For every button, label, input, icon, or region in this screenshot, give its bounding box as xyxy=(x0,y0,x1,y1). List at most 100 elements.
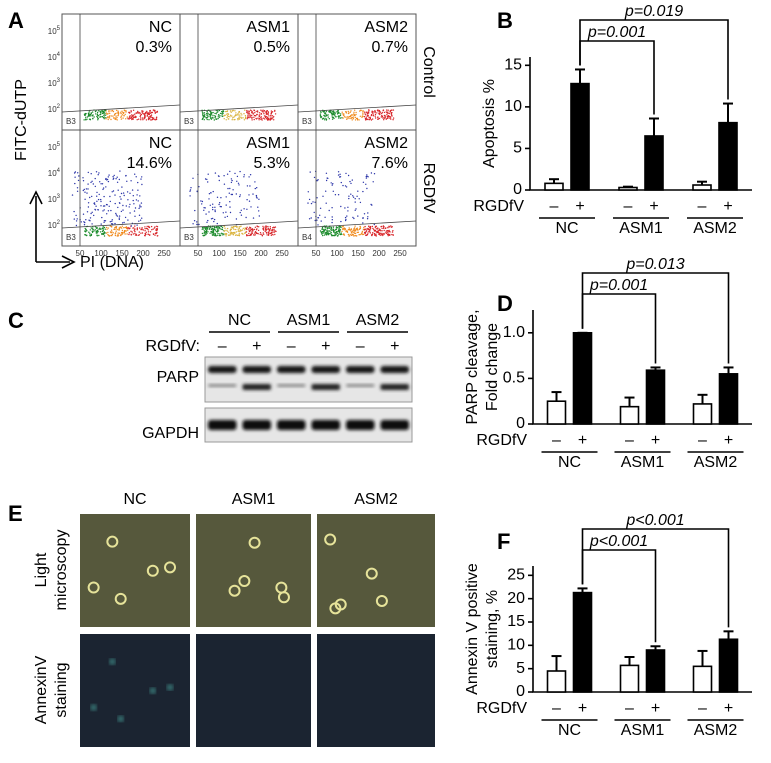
flow-dot xyxy=(218,175,220,178)
flow-dot xyxy=(337,194,340,196)
flow-dot xyxy=(193,220,196,222)
flow-dot xyxy=(235,193,237,195)
flow-dot xyxy=(103,209,105,211)
flow-dot xyxy=(319,113,322,115)
flow-dot xyxy=(333,112,335,114)
flow-dot xyxy=(214,206,216,208)
flow-dot xyxy=(381,115,384,118)
column-label: ASM2 xyxy=(354,491,398,508)
treatment-sign: + xyxy=(651,432,660,449)
flow-dot xyxy=(370,234,373,236)
flow-dot xyxy=(204,227,207,229)
band xyxy=(311,366,340,373)
flow-dot xyxy=(139,115,141,118)
flow-dot xyxy=(248,232,250,235)
flow-dot xyxy=(96,230,99,232)
flow-dot xyxy=(352,195,354,197)
flow-dot xyxy=(244,229,246,231)
flow-dot xyxy=(103,220,106,222)
panel-label: F xyxy=(497,529,510,554)
flow-dot xyxy=(269,227,272,230)
flow-dot xyxy=(371,118,374,120)
flow-dot xyxy=(130,225,133,227)
flow-dot xyxy=(341,111,343,113)
flow-dot xyxy=(317,179,319,181)
flow-dot xyxy=(82,180,85,182)
flow-dot xyxy=(373,173,376,175)
flow-dot xyxy=(363,213,366,215)
flow-dot xyxy=(123,115,125,117)
flow-dot xyxy=(378,228,381,230)
flow-dot xyxy=(265,229,267,232)
flow-dot xyxy=(144,117,146,119)
flow-dot xyxy=(338,233,340,235)
flow-dot xyxy=(231,193,234,196)
flow-dot xyxy=(354,225,356,227)
treatment-sign: + xyxy=(578,432,587,449)
flow-dot xyxy=(369,232,372,234)
flow-dot xyxy=(139,206,141,208)
blot-group-label: NC xyxy=(228,312,251,329)
flow-dot xyxy=(338,228,340,230)
flow-dot xyxy=(100,183,102,185)
flow-dot xyxy=(128,228,131,230)
flow-dot xyxy=(240,112,242,115)
flow-dot xyxy=(134,230,136,233)
flow-dot xyxy=(247,115,249,118)
flow-dot xyxy=(100,205,102,207)
flow-dot xyxy=(140,117,142,119)
bar xyxy=(644,135,664,191)
flow-dot xyxy=(332,190,334,192)
y-tick-exponent: 4 xyxy=(57,52,61,58)
flow-dot xyxy=(102,188,104,191)
flow-dot xyxy=(267,225,269,228)
flow-dot xyxy=(123,194,125,197)
y-tick-label: 20 xyxy=(507,590,525,607)
flow-dot xyxy=(231,232,233,234)
flow-dot xyxy=(236,114,238,116)
flow-dot xyxy=(201,232,204,235)
flow-dot xyxy=(331,118,334,120)
flow-dot xyxy=(264,230,266,233)
axis-arrow xyxy=(36,255,76,269)
flow-dot xyxy=(116,109,118,112)
flow-dot xyxy=(142,110,144,113)
flow-dot xyxy=(116,181,119,183)
band xyxy=(346,420,375,430)
flow-dot xyxy=(136,194,138,196)
flow-dot xyxy=(248,228,250,230)
y-tick-exponent: 3 xyxy=(57,78,61,84)
y-tick-label: 1.0 xyxy=(503,324,525,341)
flow-dot xyxy=(338,112,340,114)
x-tick-label: 100 xyxy=(94,249,108,258)
flow-dot xyxy=(382,234,384,237)
flow-dot xyxy=(257,117,259,119)
flow-dot xyxy=(246,235,248,237)
bar xyxy=(546,670,567,693)
flow-dot xyxy=(222,212,224,214)
flow-dot xyxy=(331,235,333,237)
flow-dot xyxy=(141,111,143,113)
flow-dot xyxy=(102,229,104,232)
flow-dot xyxy=(96,200,98,202)
flow-dot xyxy=(343,114,345,116)
flow-dot xyxy=(202,117,204,119)
flow-dot xyxy=(224,227,226,229)
flow-dot xyxy=(106,113,108,116)
flow-dot xyxy=(239,211,241,214)
flow-dot xyxy=(264,226,266,228)
flow-dot xyxy=(252,112,254,114)
flow-dot xyxy=(238,116,240,118)
flow-dot xyxy=(145,111,147,114)
band xyxy=(242,420,271,430)
flow-group-label: NC xyxy=(149,19,172,36)
flow-dot xyxy=(86,118,88,120)
flow-dot xyxy=(218,114,220,116)
flow-dot xyxy=(93,230,95,232)
flow-dot xyxy=(106,228,108,230)
flow-dot xyxy=(270,234,272,237)
flow-dot xyxy=(325,118,328,120)
flow-dot xyxy=(255,196,258,198)
flow-dot xyxy=(210,218,213,220)
flow-dot xyxy=(350,110,352,112)
